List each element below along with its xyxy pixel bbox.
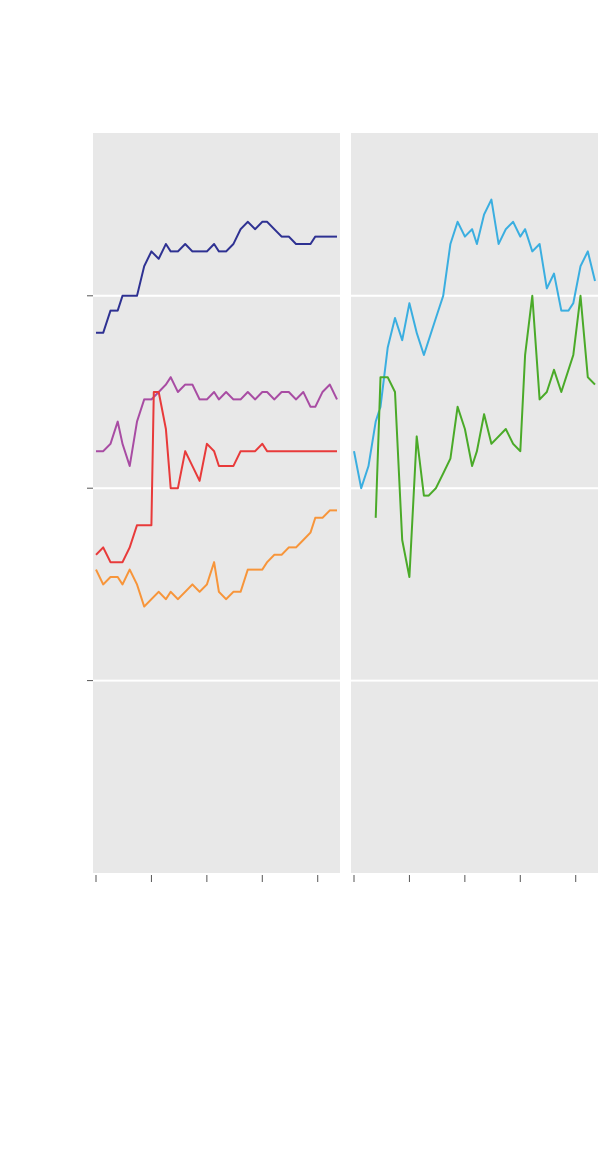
panel-2: [351, 133, 598, 882]
panel-2-background: [351, 133, 598, 873]
panel-1: [87, 133, 340, 882]
